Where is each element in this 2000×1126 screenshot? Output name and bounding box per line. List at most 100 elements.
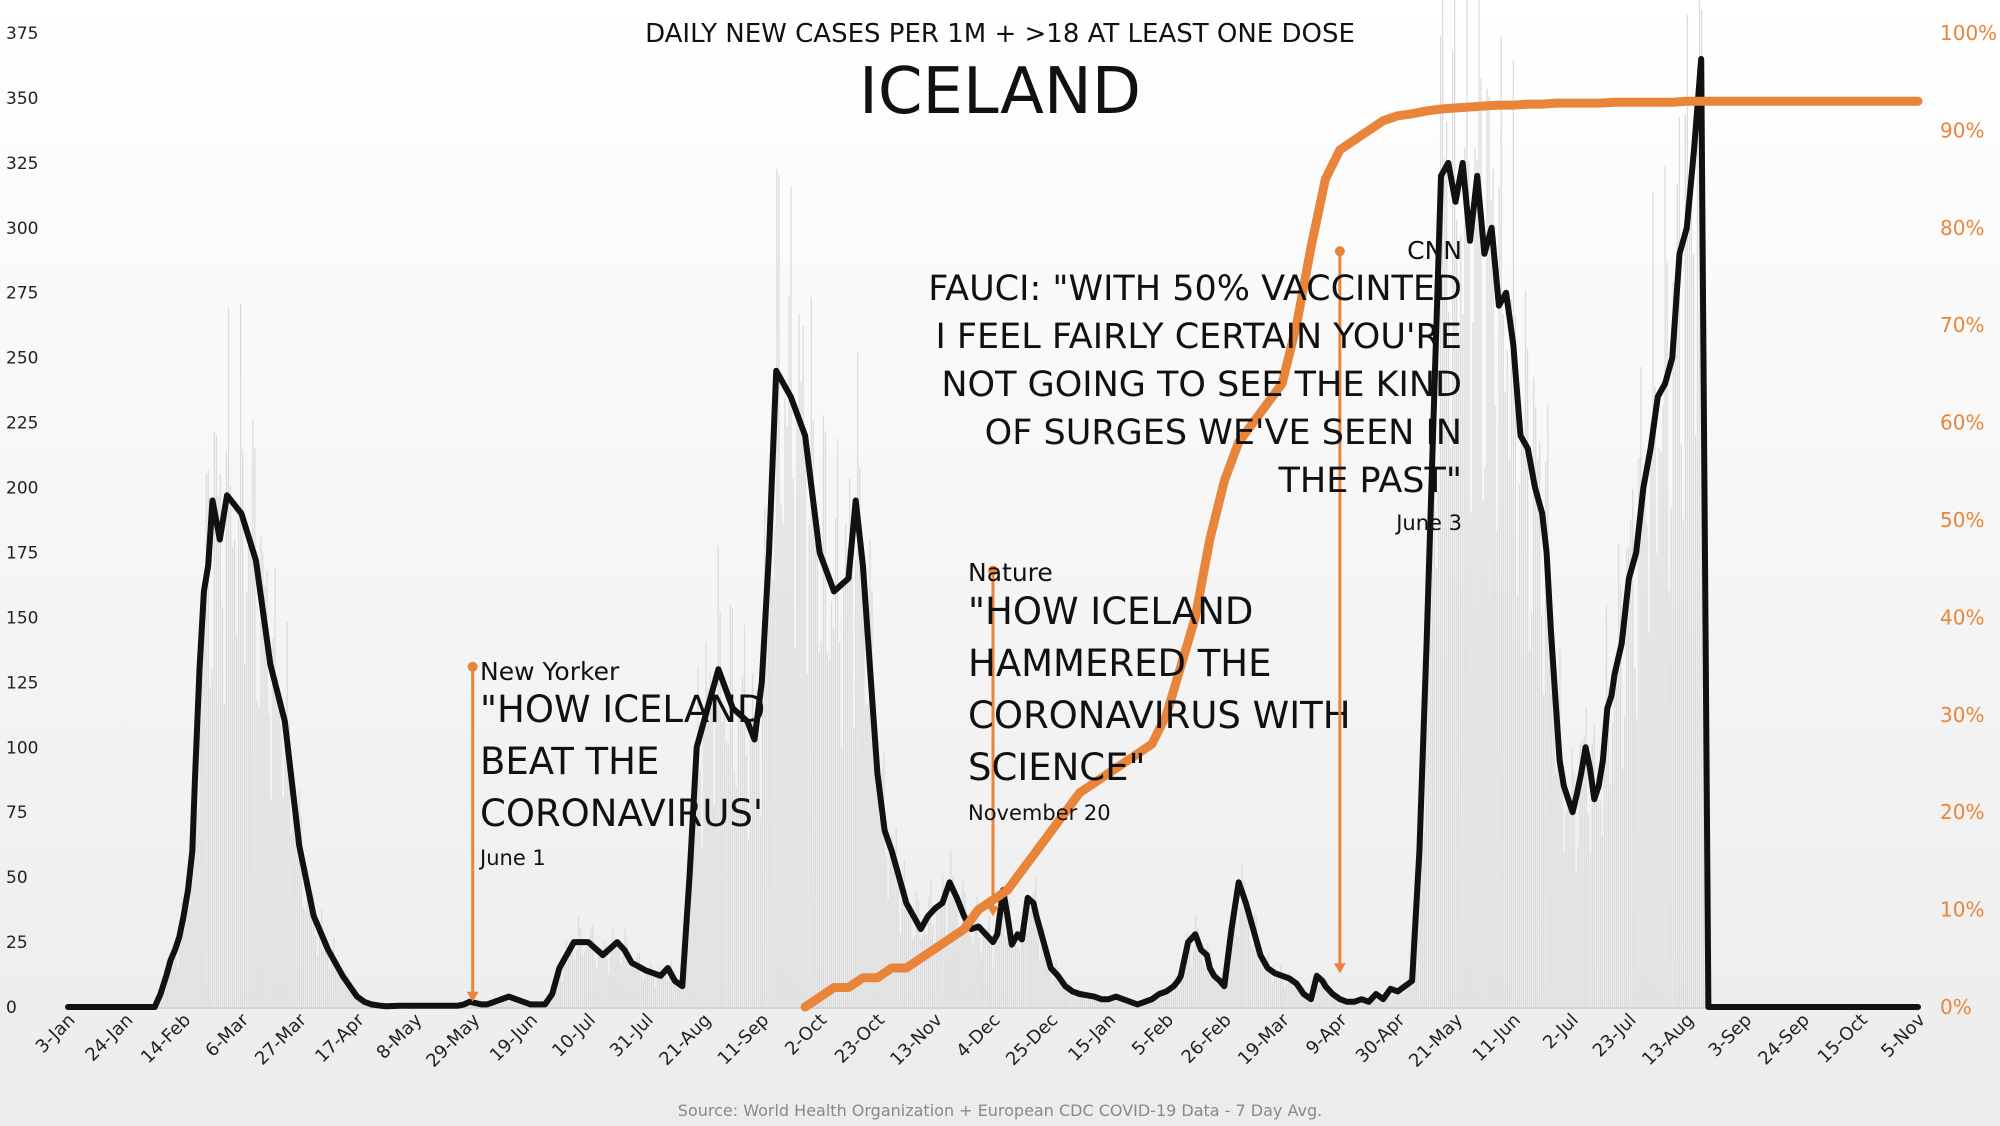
daily-bar — [1549, 604, 1551, 1007]
daily-bar — [1176, 983, 1179, 1007]
daily-bar — [1670, 507, 1672, 1007]
daily-bar — [753, 719, 756, 1007]
daily-bar — [1241, 863, 1243, 1007]
daily-bar — [583, 951, 586, 1007]
daily-bar — [919, 939, 922, 1007]
daily-bar — [175, 957, 177, 1007]
daily-bar — [594, 960, 596, 1007]
daily-bar — [1464, 148, 1466, 1007]
right-tick-label: 50% — [1940, 508, 1984, 532]
daily-bar — [221, 607, 224, 1007]
daily-bar — [691, 842, 693, 1007]
daily-bar — [248, 544, 250, 1007]
daily-bar — [640, 976, 642, 1007]
daily-bar — [1389, 995, 1391, 1007]
daily-bar — [958, 935, 960, 1007]
daily-bar — [709, 672, 711, 1007]
daily-bar — [201, 626, 203, 1007]
daily-bar — [782, 523, 784, 1007]
daily-bar — [513, 998, 515, 1007]
daily-bar — [721, 721, 723, 1007]
daily-bar — [1271, 982, 1274, 1007]
daily-bar — [1539, 441, 1541, 1007]
daily-bar — [1587, 814, 1589, 1007]
daily-bar — [929, 878, 932, 1007]
daily-bar — [778, 174, 780, 1007]
daily-bar — [660, 973, 663, 1007]
daily-bar — [193, 743, 195, 1007]
daily-bar — [917, 900, 920, 1007]
daily-bar — [507, 995, 509, 1007]
daily-bar — [697, 667, 699, 1007]
source-note: Source: World Health Organization + Euro… — [678, 1101, 1322, 1120]
daily-bar — [703, 722, 705, 1007]
annotation-dot — [1334, 246, 1345, 257]
daily-bar — [1332, 996, 1334, 1007]
daily-bar — [1379, 997, 1381, 1007]
daily-bar — [755, 689, 758, 1007]
daily-bar — [1514, 315, 1517, 1008]
daily-bar — [650, 962, 653, 1007]
daily-bar — [1114, 994, 1116, 1007]
daily-bar — [1640, 366, 1642, 1007]
daily-bar — [1221, 972, 1223, 1007]
daily-bar — [189, 905, 191, 1007]
daily-bar — [826, 653, 829, 1007]
daily-bar — [1245, 895, 1247, 1007]
daily-bar — [842, 584, 845, 1007]
daily-bar — [1231, 925, 1233, 1007]
daily-bar — [616, 942, 618, 1007]
daily-bar — [571, 947, 574, 1007]
daily-bar — [1676, 184, 1678, 1007]
daily-bar — [923, 931, 926, 1007]
left-tick-label: 0 — [6, 998, 17, 1018]
daily-bar — [1452, 51, 1454, 1008]
daily-bar — [254, 448, 256, 1007]
daily-bar — [861, 559, 863, 1007]
daily-bar — [1427, 563, 1430, 1007]
daily-bar — [1642, 494, 1644, 1007]
daily-bar — [1077, 994, 1079, 1007]
daily-bar — [1324, 983, 1326, 1007]
daily-bar — [1607, 687, 1610, 1007]
daily-bar — [717, 546, 719, 1007]
daily-bar — [885, 856, 887, 1007]
daily-bar — [668, 974, 671, 1007]
daily-bar — [1055, 962, 1057, 1007]
daily-bar — [1010, 922, 1013, 1007]
daily-bar — [1615, 673, 1618, 1007]
daily-bar — [984, 932, 986, 1007]
daily-bar — [1197, 928, 1199, 1007]
daily-bar — [871, 591, 873, 1007]
daily-bar — [1033, 893, 1035, 1007]
daily-bar — [630, 966, 632, 1007]
daily-bar — [1302, 987, 1304, 1007]
daily-bar — [1118, 998, 1120, 1007]
daily-bar — [733, 772, 736, 1007]
daily-bar — [1634, 668, 1636, 1007]
daily-bar — [1593, 724, 1595, 1007]
daily-bar — [788, 295, 790, 1007]
daily-bar — [1199, 942, 1201, 1007]
daily-bar — [246, 591, 248, 1007]
daily-bar — [1425, 716, 1428, 1007]
daily-bar — [794, 647, 796, 1007]
daily-bar — [203, 599, 205, 1007]
daily-bar — [1512, 60, 1515, 1008]
daily-bar — [1684, 114, 1687, 1007]
daily-bar — [988, 915, 990, 1007]
left-tick-label: 200 — [6, 479, 38, 499]
annotation-headline-line: I FEEL FAIRLY CERTAIN YOU'RE — [935, 317, 1462, 357]
daily-bar — [1682, 521, 1685, 1007]
daily-bar — [978, 937, 980, 1007]
right-tick-label: 80% — [1940, 216, 1984, 240]
daily-bar — [980, 953, 982, 1007]
right-tick-label: 90% — [1940, 118, 1984, 142]
daily-bar — [1595, 795, 1597, 1007]
daily-bar — [1567, 799, 1569, 1007]
daily-bar — [865, 706, 867, 1007]
daily-bar — [1619, 585, 1622, 1007]
daily-bar — [628, 966, 630, 1007]
daily-bar — [828, 661, 831, 1007]
left-tick-label: 350 — [6, 89, 38, 109]
